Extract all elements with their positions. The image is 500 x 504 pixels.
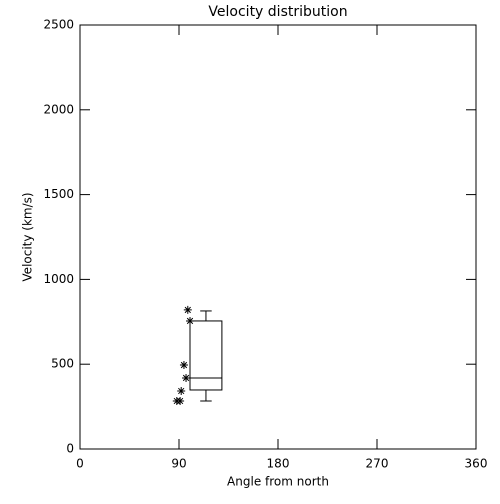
x-tick-label: 0 [76, 457, 84, 471]
y-tick-label: 2500 [43, 18, 74, 32]
y-axis-label: Velocity (km/s) [21, 192, 35, 281]
x-tick-label: 90 [171, 457, 186, 471]
point [182, 373, 191, 382]
x-tick-label: 360 [465, 457, 488, 471]
y-tick-label: 500 [51, 357, 74, 371]
y-tick-label: 0 [66, 442, 74, 456]
x-axis-label: Angle from north [227, 475, 329, 489]
y-tick-label: 2000 [43, 102, 74, 116]
point [179, 361, 188, 370]
point [177, 386, 186, 395]
x-tick-label: 180 [267, 457, 290, 471]
point [186, 316, 194, 325]
point [183, 305, 192, 314]
x-tick-label: 270 [366, 457, 389, 471]
y-tick-label: 1000 [43, 272, 74, 286]
point [176, 397, 185, 406]
y-tick-label: 1500 [43, 187, 74, 201]
chart-title: Velocity distribution [208, 4, 347, 20]
